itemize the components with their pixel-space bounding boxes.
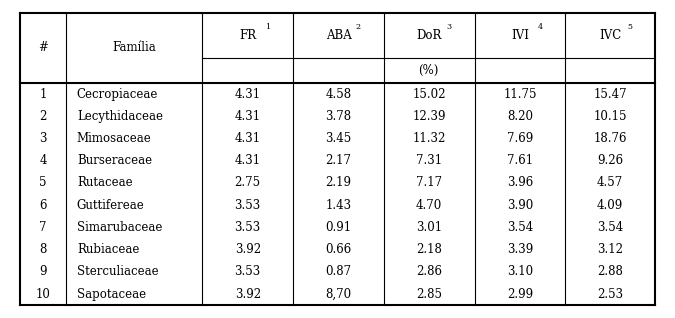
Text: 9: 9: [39, 266, 47, 279]
Text: 3.96: 3.96: [507, 176, 533, 190]
Text: 7: 7: [39, 221, 47, 234]
Text: 2.86: 2.86: [416, 266, 442, 279]
Text: 10: 10: [36, 288, 51, 301]
Text: Sterculiaceae: Sterculiaceae: [77, 266, 159, 279]
Text: 2: 2: [356, 23, 361, 31]
Text: Família: Família: [112, 41, 156, 54]
Text: 2.53: 2.53: [597, 288, 623, 301]
Text: Sapotaceae: Sapotaceae: [77, 288, 146, 301]
Text: 4.31: 4.31: [235, 110, 261, 123]
Text: Cecropiaceae: Cecropiaceae: [77, 87, 158, 100]
Text: 8,70: 8,70: [325, 288, 352, 301]
Text: 1.43: 1.43: [325, 199, 352, 212]
Text: 2.85: 2.85: [416, 288, 442, 301]
Text: DoR: DoR: [416, 29, 442, 42]
Text: Guttifereae: Guttifereae: [77, 199, 144, 212]
Text: 3: 3: [447, 23, 452, 31]
Text: 3.53: 3.53: [235, 266, 261, 279]
Text: 11.32: 11.32: [412, 132, 446, 145]
Text: 2.19: 2.19: [325, 176, 352, 190]
Text: 5: 5: [627, 23, 632, 31]
Text: 4.57: 4.57: [597, 176, 623, 190]
Text: 3.92: 3.92: [235, 243, 261, 256]
Text: 5: 5: [39, 176, 47, 190]
Text: Mimosaceae: Mimosaceae: [77, 132, 152, 145]
Text: 4.09: 4.09: [597, 199, 623, 212]
Text: 18.76: 18.76: [593, 132, 627, 145]
Text: 2.88: 2.88: [597, 266, 623, 279]
Text: 2.18: 2.18: [416, 243, 442, 256]
Text: 2.99: 2.99: [507, 288, 533, 301]
Text: 7.17: 7.17: [416, 176, 442, 190]
Text: 10.15: 10.15: [593, 110, 627, 123]
Text: 0.91: 0.91: [325, 221, 352, 234]
Text: 2.75: 2.75: [235, 176, 261, 190]
Text: 15.47: 15.47: [593, 87, 627, 100]
Text: Burseraceae: Burseraceae: [77, 154, 152, 167]
Text: 3.53: 3.53: [235, 199, 261, 212]
Text: 4: 4: [537, 23, 543, 31]
Text: 7.61: 7.61: [507, 154, 533, 167]
Text: 1: 1: [39, 87, 47, 100]
Text: 3.78: 3.78: [325, 110, 352, 123]
Text: 3.53: 3.53: [235, 221, 261, 234]
Text: 6: 6: [39, 199, 47, 212]
Text: Simarubaceae: Simarubaceae: [77, 221, 162, 234]
Text: 3.92: 3.92: [235, 288, 261, 301]
Text: 3.01: 3.01: [416, 221, 442, 234]
Text: 1: 1: [265, 23, 270, 31]
Text: 4.58: 4.58: [325, 87, 352, 100]
Text: 7.31: 7.31: [416, 154, 442, 167]
Text: 3.45: 3.45: [325, 132, 352, 145]
Text: 4.31: 4.31: [235, 154, 261, 167]
Text: (%): (%): [418, 64, 439, 77]
Text: 3.10: 3.10: [507, 266, 533, 279]
Text: Lecythidaceae: Lecythidaceae: [77, 110, 163, 123]
Text: Rutaceae: Rutaceae: [77, 176, 132, 190]
Text: 8: 8: [39, 243, 47, 256]
Text: 3.12: 3.12: [597, 243, 623, 256]
Text: Rubiaceae: Rubiaceae: [77, 243, 139, 256]
Text: 8.20: 8.20: [507, 110, 533, 123]
Text: 3.90: 3.90: [507, 199, 533, 212]
Text: 0.66: 0.66: [325, 243, 352, 256]
Text: 4.31: 4.31: [235, 87, 261, 100]
Text: 3.54: 3.54: [597, 221, 623, 234]
Text: 4: 4: [39, 154, 47, 167]
Text: 2.17: 2.17: [325, 154, 352, 167]
Text: 3.39: 3.39: [507, 243, 533, 256]
Text: 11.75: 11.75: [503, 87, 537, 100]
Text: 0.87: 0.87: [325, 266, 352, 279]
Text: 2: 2: [39, 110, 47, 123]
Text: 15.02: 15.02: [412, 87, 446, 100]
Text: 9.26: 9.26: [597, 154, 623, 167]
Text: 12.39: 12.39: [412, 110, 446, 123]
Text: IVC: IVC: [599, 29, 621, 42]
Text: ABA: ABA: [325, 29, 351, 42]
Text: 7.69: 7.69: [507, 132, 533, 145]
Text: FR: FR: [239, 29, 256, 42]
Text: IVI: IVI: [511, 29, 529, 42]
Text: 4.70: 4.70: [416, 199, 442, 212]
Text: 4.31: 4.31: [235, 132, 261, 145]
Text: 3: 3: [39, 132, 47, 145]
Text: 3.54: 3.54: [507, 221, 533, 234]
Text: #: #: [38, 41, 48, 54]
